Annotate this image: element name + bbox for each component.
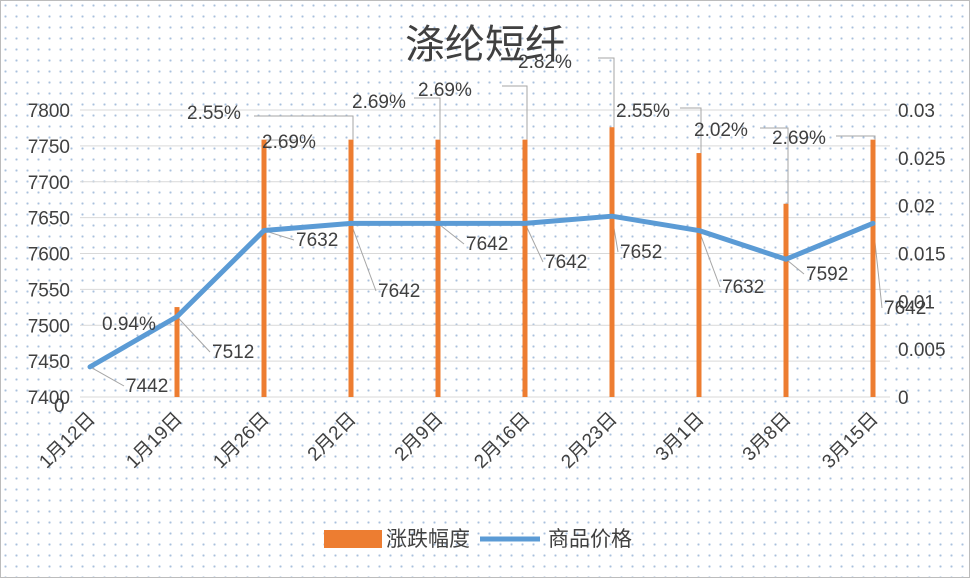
line-point — [436, 221, 440, 226]
left-axis-tick-label: 7800 — [28, 101, 70, 122]
line-label-leader — [524, 223, 544, 263]
line-point — [784, 257, 788, 262]
bar-data-label: 2.69% — [772, 128, 826, 149]
bar-series — [174, 127, 876, 397]
line-label-leader — [350, 223, 377, 292]
x-axis-tick-label: 2月9日 — [391, 409, 448, 466]
bar-label-leader — [254, 115, 354, 140]
line-data-label: 7652 — [620, 242, 662, 263]
bar — [609, 127, 615, 397]
line-label-leader — [89, 366, 125, 387]
x-axis-tick-label: 2月16日 — [470, 409, 534, 473]
bar-data-label: 2.69% — [418, 80, 472, 101]
line-data-label: 7642 — [466, 234, 508, 255]
bar-label-leader — [598, 57, 615, 128]
bar-data-label: 2.69% — [262, 132, 316, 153]
line-point — [262, 228, 266, 233]
left-axis-tick-label: 7450 — [28, 352, 70, 373]
x-axis-tick-label: 1月19日 — [122, 409, 186, 473]
line-data-label: 7642 — [884, 298, 926, 319]
left-axis-tick-label: 7700 — [28, 173, 70, 194]
line-data-label: 7642 — [545, 252, 587, 273]
right-axis-tick-label: 0.03 — [898, 101, 935, 122]
legend-label-bar: 涨跌幅度 — [386, 528, 470, 551]
right-axis-tick-label: 0.005 — [898, 340, 946, 361]
x-axis-ticks: 1月12日 1月19日 1月26日 2月2日 2月9日 2月16日 2月23日 3月1日 3月8… — [35, 409, 882, 473]
line-label-leader — [785, 258, 805, 275]
bar-label-leader — [414, 97, 441, 140]
line-label-leader — [437, 222, 465, 245]
line-data-label: 7442 — [126, 376, 168, 397]
line-data-label: 7642 — [378, 281, 420, 302]
right-axis-tick-label: 0 — [898, 388, 909, 409]
legend: 涨跌幅度 商品价格 — [324, 528, 632, 551]
bar — [522, 139, 528, 397]
line-point — [175, 314, 179, 319]
right-axis-ticks: 0 0.005 0.01 0.015 0.02 0.025 0.03 — [898, 101, 946, 409]
line-point — [871, 221, 875, 226]
x-axis-tick-label: 3月15日 — [818, 409, 882, 473]
left-axis-tick-label: 7500 — [28, 316, 70, 337]
line-point — [697, 228, 701, 233]
bar — [783, 203, 789, 397]
left-axis-tick-label: 7650 — [28, 209, 70, 230]
legend-swatch-bar — [324, 530, 382, 548]
bar — [261, 139, 267, 397]
line-data-label: 7592 — [806, 264, 848, 285]
bar — [870, 139, 876, 397]
bar — [696, 153, 702, 397]
right-axis-tick-label: 0.02 — [898, 197, 935, 218]
legend-label-line: 商品价格 — [548, 528, 632, 551]
bar-label-leader — [836, 135, 876, 140]
bar-data-label: 0.94% — [102, 314, 156, 335]
line-point — [88, 364, 92, 369]
line-data-label: 7632 — [296, 230, 338, 251]
right-axis-tick-label: 0.025 — [898, 149, 946, 170]
x-axis-tick-label: 1月12日 — [35, 409, 99, 473]
right-axis-tick-label: 0.015 — [898, 245, 946, 266]
gridlines — [80, 109, 890, 398]
line-point — [610, 214, 614, 219]
bar — [435, 139, 441, 397]
line-data-label: 7512 — [212, 342, 254, 363]
bar-data-label: 2.02% — [694, 120, 748, 141]
chart-title: 涤纶短纤 — [405, 22, 565, 68]
bar-label-leader — [502, 85, 528, 140]
line-point — [349, 221, 353, 226]
bar-data-label: 2.55% — [187, 103, 241, 124]
left-axis-tick-label: 7750 — [28, 137, 70, 158]
x-axis-tick-label: 2月23日 — [557, 409, 621, 473]
left-axis-tick-label: 7550 — [28, 280, 70, 301]
bar-label-leader — [760, 127, 789, 204]
price-line — [87, 213, 876, 370]
x-axis-tick-label: 3月8日 — [739, 409, 796, 466]
line-label-leader — [176, 316, 211, 353]
line-data-label: 7632 — [722, 277, 764, 298]
line-series — [87, 213, 876, 370]
x-axis-tick-label: 3月1日 — [652, 409, 709, 466]
left-axis-ticks: 7400 7450 7500 7550 7600 7650 7700 7750 7800 — [28, 101, 70, 409]
left-axis-tick-label: 7600 — [28, 245, 70, 266]
bar-data-label: 2.69% — [352, 92, 406, 113]
line-label-leader — [698, 230, 721, 288]
x-axis-tick-label: 2月2日 — [304, 409, 361, 466]
data-labels: 0 0.94% 2.69% 2.55% 2.69% 2.69% 2.82% 2.55% 2.02… — [54, 52, 926, 417]
bar — [174, 307, 180, 397]
x-axis-tick-label: 1月26日 — [209, 409, 273, 473]
bar-data-label: 0 — [54, 396, 65, 417]
line-point — [523, 221, 527, 226]
bar-label-leader — [680, 107, 702, 154]
bar — [348, 139, 354, 397]
left-axis-tick-label: 7400 — [28, 388, 70, 409]
bar-data-label: 2.55% — [616, 101, 670, 122]
right-axis-tick-label: 0.01 — [898, 292, 935, 313]
bar-data-label: 2.82% — [518, 52, 572, 73]
